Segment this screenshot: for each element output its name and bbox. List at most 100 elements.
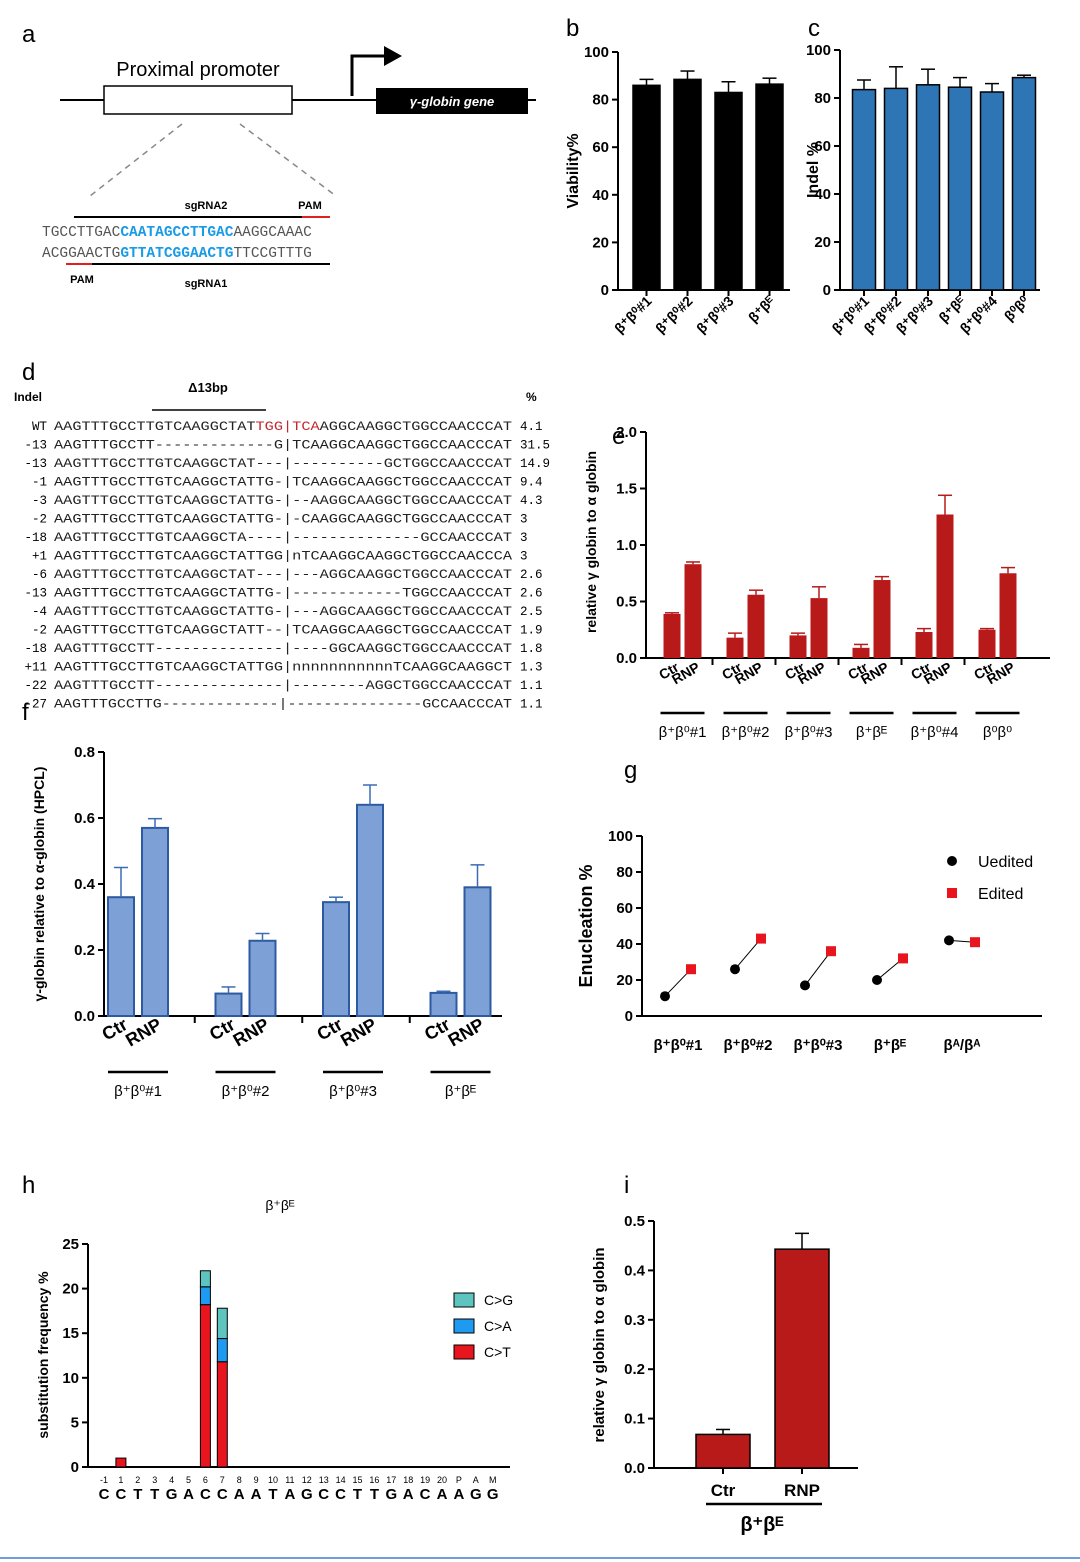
sequence-segment-pre: AAGTTTGCCTT--------------|--------AGGCTG… (54, 679, 513, 693)
indel-sequence: AAGTTTGCCTTGTCAAGGCTAT---|---AGGCAAGGCTG… (54, 568, 513, 582)
chart-f-y-tick-label: 0.8 (74, 744, 95, 761)
indel-sequence: AAGTTTGCCTTG-------------|--------------… (54, 698, 513, 712)
chart-h-y-tick-label: 20 (62, 1281, 79, 1298)
chart-h-stack-C>A (199, 1286, 211, 1306)
chart-e-group-label: β⁺β⁰#1 (659, 724, 707, 741)
panel-letter-d: d (22, 359, 35, 386)
indel-percent: 2.6 (520, 568, 543, 582)
indel-size: WT (32, 420, 48, 434)
chart-g-pair-line (804, 950, 832, 986)
chart-h-y-tick-label: 15 (62, 1325, 79, 1342)
chart-h-base-label: T (150, 1486, 159, 1503)
zoom-line-right (239, 123, 337, 197)
chart-e-y-tick-label: 1.0 (616, 537, 637, 554)
chart-g-legend-edited-marker (947, 888, 957, 898)
chart-b-y-tick-label: 20 (592, 234, 609, 251)
chart-c-y-tick-label: 0 (823, 282, 831, 299)
chart-e-group-label: β⁺β⁰#2 (722, 724, 770, 741)
chart-c-bar (947, 86, 973, 291)
chart-e-y-tick-label: 2.0 (616, 424, 637, 441)
chart-i-y-tick-label: 0.5 (624, 1213, 645, 1230)
chart-h-position-label: 12 (302, 1475, 312, 1485)
chart-e-bar-rnp (810, 598, 828, 658)
chart-g-point-uedited (730, 964, 740, 975)
chart-h-position-label: 8 (237, 1475, 242, 1485)
chart-g-point-edited (686, 964, 696, 975)
chart-b-bar (673, 78, 702, 291)
top-strand-sequence-pre: TGCCTTGAC (42, 225, 121, 241)
chart-i-x-tick-label: RNP (784, 1481, 820, 1500)
bottom-strand-sequence: ACGGAACTGGTTATCGGAACTGTTCCGTTTG (42, 246, 312, 262)
chart-h-y-tick-label: 10 (62, 1370, 79, 1387)
chart-e-bar-rnp (747, 594, 765, 658)
chart-g-y-tick-label: 40 (616, 936, 633, 953)
chart-f-bar-label: RNP (445, 1014, 488, 1050)
chart-h-y-label: substitution frequency % (35, 1271, 51, 1439)
sequence-segment-pre: AAGTTTGCCTTGTCAAGGCTATTG-|-CAAGGCAAGGCTG… (54, 513, 513, 527)
bottom-strand-sequence-pre: ACGGAACTG (42, 246, 120, 262)
chart-e-bar-ctr (978, 629, 996, 658)
indel-size: -13 (24, 587, 47, 601)
indel-sequence: AAGTTTGCCTT-------------G|TCAAGGCAAGGCTG… (54, 439, 513, 453)
indel-sequence: AAGTTTGCCTTGTCAAGGCTA----|--------------… (54, 531, 513, 545)
indel-size: -13 (24, 439, 47, 453)
chart-e-bar-ctr (915, 632, 933, 658)
panel-letter-e: e (612, 423, 625, 450)
chart-g-y-tick-label: 80 (616, 864, 633, 881)
sequence-segment-pre: AAGTTTGCCTTGTCAAGGCTA----|--------------… (54, 531, 513, 545)
chart-g-legend-edited-label: Edited (978, 886, 1023, 903)
chart-g-point-edited (898, 953, 908, 964)
chart-g-x-tick-label: β⁺βᴱ (874, 1037, 906, 1054)
top-strand-sequence-guide: CAATAGCCTTGAC (120, 225, 233, 241)
chart-h-base-label: G (470, 1486, 482, 1503)
chart-h-title: β⁺βᴱ (265, 1197, 294, 1213)
chart-h-position-label: 20 (437, 1475, 447, 1485)
chart-f-bar-label: RNP (122, 1014, 165, 1050)
chart-f-bar-rnp (463, 886, 492, 1017)
chart-h-base-label: C (420, 1486, 431, 1503)
chart-h-legend-swatch (453, 1344, 475, 1360)
chart-g-x-tick-label: β⁺β⁰#3 (794, 1037, 843, 1054)
chart-b-y-tick-label: 60 (592, 139, 609, 156)
chart-h-base-label: C (99, 1486, 110, 1503)
chart-h-position-label: 1 (118, 1475, 123, 1485)
chart-f-group-label: β⁺βᴱ (445, 1083, 476, 1100)
chart-h-base-label: T (133, 1486, 142, 1503)
chart-h-position-label: -1 (100, 1475, 108, 1485)
chart-h-position-label: 5 (186, 1475, 191, 1485)
chart-e-y-tick-label: 1.5 (616, 481, 637, 498)
chart-h-base-label: T (370, 1486, 379, 1503)
chart-h-position-label: 7 (220, 1475, 225, 1485)
indel-size: -6 (32, 568, 47, 582)
chart-i-y-tick-label: 0.3 (624, 1312, 645, 1329)
chart-b-x-tick-label: β⁺β⁰#3 (693, 293, 737, 337)
sequence-segment-pre: AAGTTTGCCTTGTCAAGGCTAT---|---AGGCAAGGCTG… (54, 568, 513, 582)
indel-size: -18 (24, 642, 47, 656)
chart-b-bar (632, 84, 661, 291)
chart-h-stack-C>G (216, 1307, 228, 1340)
panel-letter-c: c (808, 15, 820, 42)
chart-g-point-uedited (944, 935, 954, 946)
chart-h-stack-C>T (216, 1361, 228, 1468)
chart-h-position-label: M (489, 1475, 497, 1485)
chart-h-base-label: G (301, 1486, 313, 1503)
chart-h-position-label: 15 (352, 1475, 362, 1485)
chart-h-base-label: A (183, 1486, 194, 1503)
chart-b-y-tick-label: 0 (601, 282, 609, 299)
chart-i-x-tick-label: Ctr (711, 1481, 736, 1500)
chart-f-bar-label: RNP (337, 1014, 380, 1050)
chart-f-y-label: γ-globin relative to α-globin (HPCL) (31, 767, 47, 1002)
chart-c-bar (883, 87, 909, 291)
sequence-segment-pre: AAGTTTGCCTTGTCAAGGCTATTG-|---AGGCAAGGCTG… (54, 605, 513, 619)
chart-c-y-tick-label: 60 (814, 138, 831, 155)
chart-f-group-label: β⁺β⁰#1 (114, 1083, 162, 1100)
sequence-segment-pre: AAGTTTGCCTTGTCAAGGCTATTGG|nnnnnnnnnnnTCA… (54, 661, 513, 675)
chart-e-group-label: β⁺β⁰#3 (785, 724, 833, 741)
chart-f-bar-ctr (107, 896, 135, 1018)
chart-g-x-tick-label: β⁺β⁰#2 (724, 1037, 773, 1054)
chart-e-bar-rnp (684, 564, 702, 658)
chart-c-y-tick-label: 40 (814, 186, 831, 203)
chart-g-y-tick-label: 60 (616, 900, 633, 917)
chart-h-position-label: 10 (268, 1475, 278, 1485)
